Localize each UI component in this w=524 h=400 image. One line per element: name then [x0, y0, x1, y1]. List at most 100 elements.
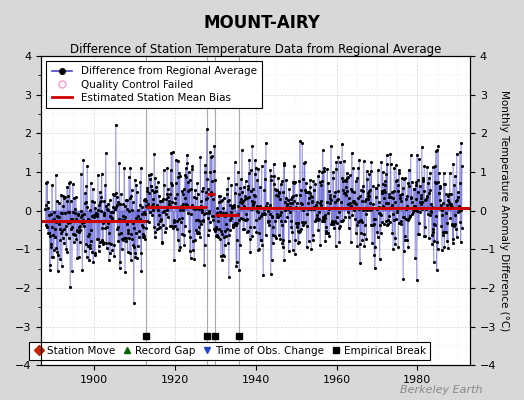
Point — [106, 214, 115, 220]
Point — [356, 260, 364, 266]
Point — [261, 232, 270, 238]
Point — [266, 271, 275, 277]
Point — [190, 204, 198, 211]
Point — [418, 206, 427, 212]
Point — [103, 224, 112, 230]
Point — [294, 238, 303, 245]
Point — [212, 210, 221, 216]
Point — [223, 190, 232, 197]
Point — [238, 198, 247, 204]
Point — [441, 229, 449, 236]
Point — [86, 179, 95, 186]
Point — [234, 203, 243, 210]
Point — [275, 190, 283, 196]
Point — [203, 176, 211, 182]
Point — [342, 178, 351, 184]
Point — [147, 171, 156, 177]
Point — [457, 140, 465, 146]
Point — [183, 210, 192, 216]
Point — [344, 201, 352, 207]
Point — [135, 233, 143, 240]
Point — [84, 216, 93, 222]
Point — [373, 204, 381, 211]
Point — [178, 230, 187, 237]
Point — [375, 256, 384, 262]
Point — [90, 212, 98, 218]
Point — [71, 216, 80, 222]
Point — [224, 175, 233, 182]
Point — [340, 213, 348, 220]
Point — [116, 259, 125, 265]
Point — [252, 164, 260, 171]
Point — [456, 239, 465, 245]
Point — [369, 222, 377, 228]
Point — [340, 158, 348, 164]
Point — [416, 182, 424, 189]
Point — [402, 206, 410, 212]
Point — [399, 276, 407, 282]
Point — [176, 206, 184, 213]
Point — [145, 218, 153, 225]
Point — [49, 216, 57, 223]
Point — [103, 200, 112, 207]
Point — [132, 215, 140, 221]
Point — [298, 201, 306, 208]
Point — [439, 232, 447, 238]
Point — [151, 234, 159, 240]
Point — [95, 243, 103, 249]
Point — [384, 216, 392, 223]
Point — [132, 229, 140, 236]
Point — [224, 240, 232, 246]
Point — [239, 216, 247, 222]
Point — [389, 246, 397, 253]
Point — [329, 174, 337, 181]
Point — [362, 210, 370, 217]
Point — [378, 190, 387, 196]
Point — [276, 196, 284, 202]
Point — [42, 180, 50, 186]
Point — [407, 194, 416, 200]
Point — [345, 214, 353, 221]
Point — [272, 186, 280, 193]
Point — [354, 165, 363, 172]
Point — [226, 202, 234, 208]
Point — [164, 214, 172, 220]
Point — [318, 169, 326, 175]
Point — [454, 194, 462, 200]
Point — [390, 235, 399, 242]
Point — [60, 195, 68, 201]
Point — [178, 207, 187, 214]
Point — [248, 233, 256, 239]
Point — [354, 195, 362, 201]
Point — [119, 217, 128, 224]
Point — [286, 204, 294, 210]
Point — [269, 224, 277, 230]
Point — [127, 186, 136, 193]
Point — [143, 188, 151, 195]
Point — [331, 188, 339, 195]
Point — [201, 162, 210, 169]
Point — [119, 235, 128, 241]
Point — [82, 241, 90, 248]
Point — [150, 224, 158, 230]
Point — [78, 220, 86, 226]
Point — [242, 178, 250, 185]
Point — [171, 223, 179, 229]
Point — [144, 172, 152, 178]
Point — [419, 174, 428, 181]
Point — [402, 192, 411, 199]
Point — [401, 216, 410, 222]
Point — [217, 198, 225, 204]
Point — [304, 238, 313, 244]
Point — [312, 202, 320, 208]
Point — [446, 201, 454, 208]
Point — [435, 190, 443, 196]
Point — [396, 194, 404, 201]
Point — [110, 192, 118, 198]
Point — [283, 206, 292, 212]
Point — [42, 202, 50, 208]
Point — [339, 178, 347, 184]
Point — [285, 247, 293, 254]
Point — [408, 178, 416, 185]
Point — [199, 218, 208, 224]
